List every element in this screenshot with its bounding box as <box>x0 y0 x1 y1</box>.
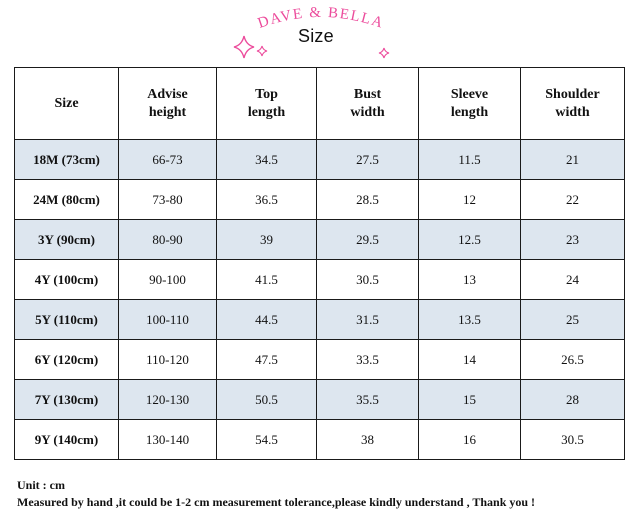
size-cell: 4Y (100cm) <box>14 259 119 300</box>
bust-width-cell: 38 <box>316 419 419 460</box>
column-header-shoulder-width: Shoulder width <box>520 67 625 140</box>
top-length-cell: 47.5 <box>216 339 317 380</box>
sleeve-length-cell: 12 <box>418 179 521 220</box>
sparkle-right-icon <box>378 47 390 59</box>
bust-width-cell: 33.5 <box>316 339 419 380</box>
brand-logo: DAVE & BELLA <box>233 5 390 59</box>
shoulder-width-cell: 28 <box>520 379 625 420</box>
advise-height-cell: 100-110 <box>118 299 217 340</box>
header-text: Size <box>54 95 79 111</box>
size-cell: 5Y (110cm) <box>14 299 119 340</box>
advise-height-cell: 80-90 <box>118 219 217 260</box>
bust-width-cell: 31.5 <box>316 299 419 340</box>
size-cell: 7Y (130cm) <box>14 379 119 420</box>
shoulder-width-cell: 21 <box>520 139 625 180</box>
size-chart-table: Size Advise height Top length Bust width Sl… <box>14 67 625 460</box>
advise-height-cell: 90-100 <box>118 259 217 300</box>
size-cell: 3Y (90cm) <box>14 219 119 260</box>
header-text: width <box>350 104 385 120</box>
header-text: height <box>148 104 187 120</box>
advise-height-cell: 110-120 <box>118 339 217 380</box>
bust-width-cell: 30.5 <box>316 259 419 300</box>
sparkle-large-icon <box>233 35 255 59</box>
bust-width-cell: 28.5 <box>316 179 419 220</box>
size-cell: 24M (80cm) <box>14 179 119 220</box>
shoulder-width-cell: 24 <box>520 259 625 300</box>
column-header-sleeve-length: Sleeve length <box>418 67 521 140</box>
bust-width-cell: 27.5 <box>316 139 419 180</box>
top-length-cell: 50.5 <box>216 379 317 420</box>
header-text: length <box>247 104 286 120</box>
brand-header: DAVE & BELLA Size <box>0 0 640 66</box>
footnotes: Unit : cm Measured by hand ,it could be … <box>17 477 535 511</box>
table-header-row: Size Advise height Top length Bust width Sl… <box>14 67 625 140</box>
size-cell: 18M (73cm) <box>14 139 119 180</box>
advise-height-cell: 66-73 <box>118 139 217 180</box>
table-row: 24M (80cm) 73-80 36.5 28.5 12 22 <box>14 179 625 220</box>
sleeve-length-cell: 13 <box>418 259 521 300</box>
header-text: Shoulder <box>545 86 600 102</box>
table-row: 6Y (120cm) 110-120 47.5 33.5 14 26.5 <box>14 339 625 380</box>
size-cell: 6Y (120cm) <box>14 339 119 380</box>
sleeve-length-cell: 13.5 <box>418 299 521 340</box>
shoulder-width-cell: 26.5 <box>520 339 625 380</box>
advise-height-cell: 130-140 <box>118 419 217 460</box>
top-length-cell: 54.5 <box>216 419 317 460</box>
column-header-top-length: Top length <box>216 67 317 140</box>
sleeve-length-cell: 16 <box>418 419 521 460</box>
header-text: length <box>450 104 489 120</box>
tolerance-note: Measured by hand ,it could be 1-2 cm mea… <box>17 495 536 509</box>
table-row: 9Y (140cm) 130-140 54.5 38 16 30.5 <box>14 419 625 460</box>
sleeve-length-cell: 12.5 <box>418 219 521 260</box>
column-header-size: Size <box>14 67 119 140</box>
header-text: Sleeve <box>450 86 489 102</box>
sparkle-small-icon <box>256 45 268 57</box>
advise-height-cell: 120-130 <box>118 379 217 420</box>
top-length-cell: 39 <box>216 219 317 260</box>
table-row: 4Y (100cm) 90-100 41.5 30.5 13 24 <box>14 259 625 300</box>
shoulder-width-cell: 22 <box>520 179 625 220</box>
table-row: 7Y (130cm) 120-130 50.5 35.5 15 28 <box>14 379 625 420</box>
bust-width-cell: 29.5 <box>316 219 419 260</box>
header-text: Advise <box>147 86 188 102</box>
top-length-cell: 41.5 <box>216 259 317 300</box>
shoulder-width-cell: 23 <box>520 219 625 260</box>
table-row: 3Y (90cm) 80-90 39 29.5 12.5 23 <box>14 219 625 260</box>
header-text: Top <box>255 86 278 102</box>
shoulder-width-cell: 30.5 <box>520 419 625 460</box>
shoulder-width-cell: 25 <box>520 299 625 340</box>
sleeve-length-cell: 11.5 <box>418 139 521 180</box>
advise-height-cell: 73-80 <box>118 179 217 220</box>
table-row: 18M (73cm) 66-73 34.5 27.5 11.5 21 <box>14 139 625 180</box>
top-length-cell: 36.5 <box>216 179 317 220</box>
column-header-advise-height: Advise height <box>118 67 217 140</box>
header-text: width <box>555 104 590 120</box>
unit-note: Unit : cm <box>17 478 65 492</box>
sleeve-length-cell: 15 <box>418 379 521 420</box>
bust-width-cell: 35.5 <box>316 379 419 420</box>
page-title: Size <box>298 26 334 46</box>
column-header-bust-width: Bust width <box>316 67 419 140</box>
size-cell: 9Y (140cm) <box>14 419 119 460</box>
sleeve-length-cell: 14 <box>418 339 521 380</box>
table-row: 5Y (110cm) 100-110 44.5 31.5 13.5 25 <box>14 299 625 340</box>
top-length-cell: 44.5 <box>216 299 317 340</box>
top-length-cell: 34.5 <box>216 139 317 180</box>
header-text: Bust <box>353 86 382 102</box>
